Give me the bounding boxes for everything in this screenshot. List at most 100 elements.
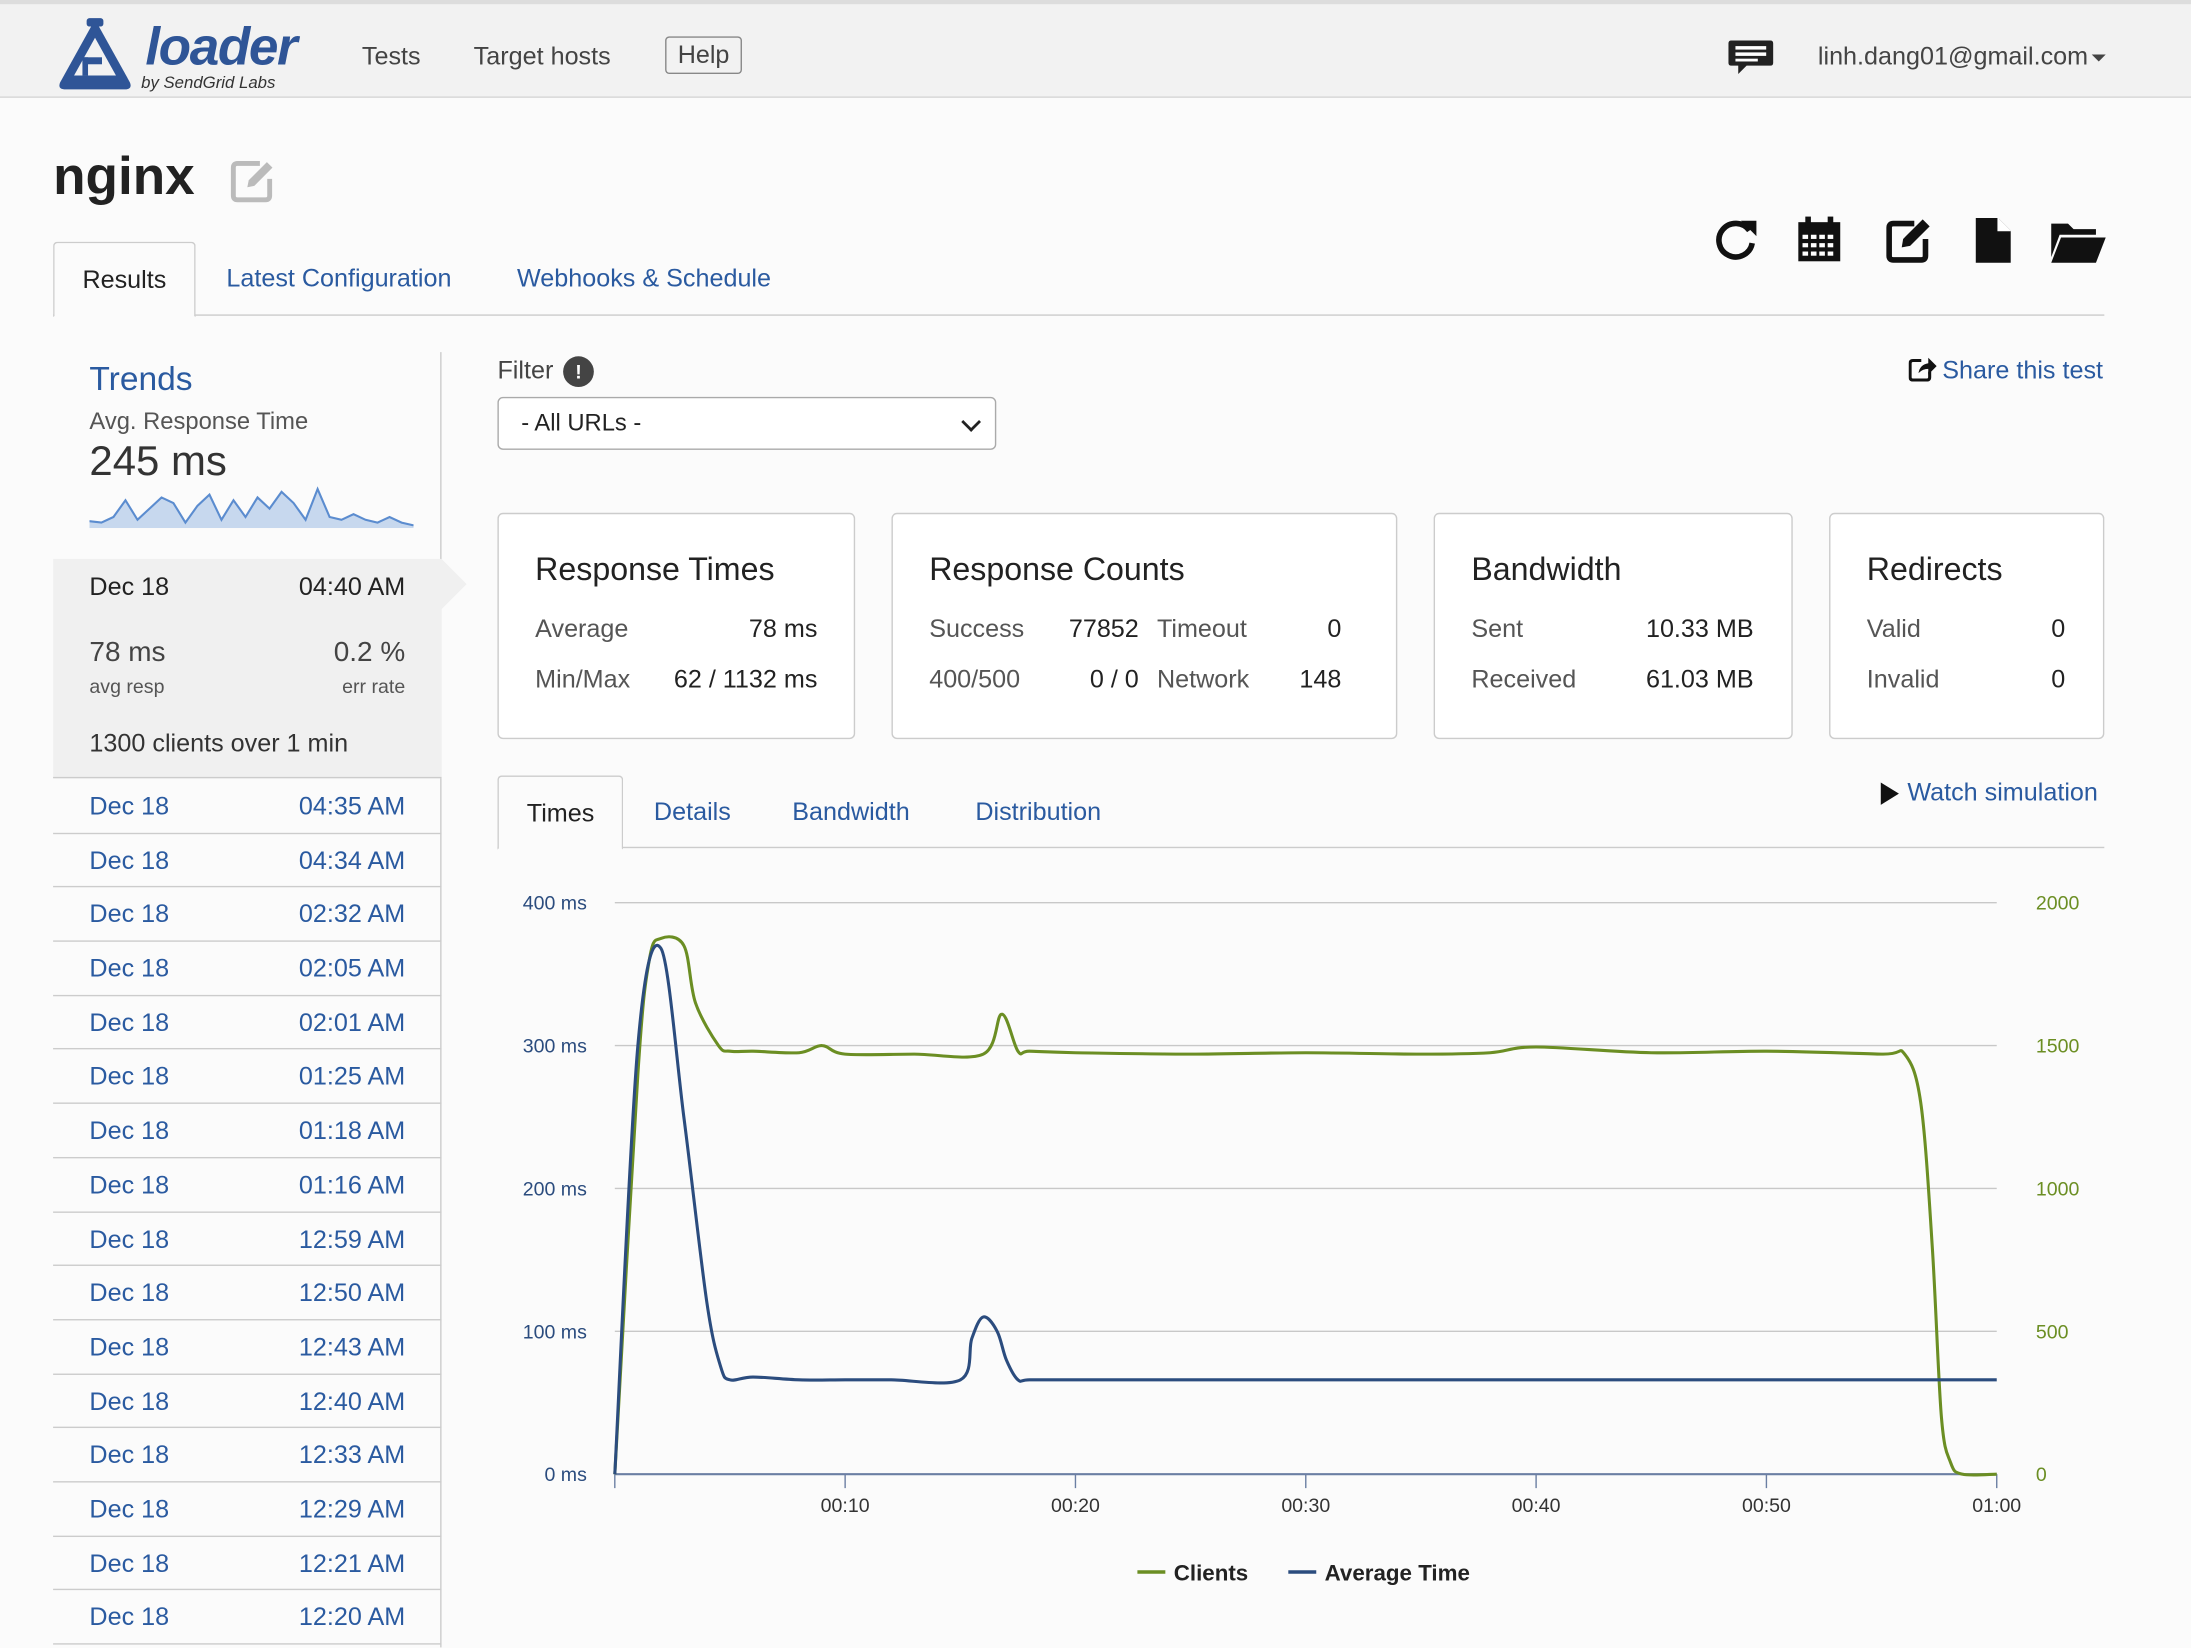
run-time: 04:35 AM bbox=[298, 792, 406, 821]
run-date: Dec 18 bbox=[89, 1278, 170, 1307]
y-left-tick-label: 400 ms bbox=[523, 893, 587, 915]
logo-word: loader bbox=[145, 18, 297, 77]
tab-latest-configuration[interactable]: Latest Configuration bbox=[226, 264, 452, 293]
received-value: 61.03 MB bbox=[1645, 665, 1754, 694]
run-time: 04:34 AM bbox=[298, 846, 406, 875]
run-list-item[interactable]: Dec 18 12:50 AM bbox=[53, 1266, 442, 1321]
run-list-item[interactable]: Dec 18 02:32 AM bbox=[53, 888, 442, 942]
run-date: Dec 18 bbox=[89, 1386, 170, 1415]
run-list-item[interactable]: Dec 18 12:20 AM bbox=[53, 1591, 442, 1645]
edit-title-icon[interactable] bbox=[229, 156, 277, 204]
run-list-item[interactable]: Dec 18 12:29 AM bbox=[53, 1482, 442, 1537]
success-label: Success bbox=[929, 614, 1025, 643]
user-menu[interactable]: linh.dang01@gmail.com bbox=[1818, 42, 2107, 71]
run-list-item[interactable]: Dec 18 12:33 AM bbox=[53, 1428, 442, 1483]
bandwidth-title: Bandwidth bbox=[1471, 550, 1622, 587]
series-line-clients bbox=[613, 935, 1997, 1477]
current-run-time: 04:40 AM bbox=[298, 572, 406, 601]
nav-tests[interactable]: Tests bbox=[361, 41, 421, 70]
run-time: 12:20 AM bbox=[298, 1603, 406, 1632]
nav-target-hosts[interactable]: Target hosts bbox=[473, 41, 611, 70]
tab-details[interactable]: Details bbox=[653, 797, 731, 826]
play-icon bbox=[1880, 782, 1899, 806]
series-line-average-time bbox=[613, 943, 1997, 1475]
run-time: 12:43 AM bbox=[298, 1332, 406, 1361]
x-tick-label: 00:20 bbox=[1051, 1495, 1100, 1517]
info-icon[interactable]: ! bbox=[563, 356, 594, 388]
calendar-icon[interactable] bbox=[1794, 215, 1844, 265]
run-list-item[interactable]: Dec 18 04:35 AM bbox=[53, 780, 442, 834]
current-run-err: 0.2 % bbox=[333, 637, 406, 668]
current-run-avg: 78 ms bbox=[89, 637, 166, 668]
current-run-avg-label: avg resp bbox=[89, 674, 165, 698]
tab-times[interactable]: Times bbox=[497, 775, 624, 850]
y-left-tick-label: 300 ms bbox=[523, 1036, 587, 1058]
run-date: Dec 18 bbox=[89, 1440, 170, 1469]
legend-label[interactable]: Average Time bbox=[1325, 1560, 1470, 1585]
chart-tabs: Times Details Bandwidth Distribution bbox=[497, 775, 2105, 850]
run-time: 01:25 AM bbox=[298, 1062, 406, 1091]
run-time: 12:59 AM bbox=[298, 1224, 406, 1253]
loader-logo[interactable]: loader by SendGrid Labs bbox=[53, 15, 305, 93]
run-date: Dec 18 bbox=[89, 792, 170, 821]
run-list-item[interactable]: Dec 18 12:59 AM bbox=[53, 1212, 442, 1267]
current-run: Dec 18 04:40 AM 78 ms avg resp 0.2 % err… bbox=[53, 558, 467, 779]
run-list-item[interactable]: Dec 18 01:18 AM bbox=[53, 1104, 442, 1159]
run-date: Dec 18 bbox=[89, 846, 170, 875]
run-list: Dec 18 04:35 AM Dec 18 04:34 AM Dec 18 02:32 … bbox=[53, 780, 442, 1645]
run-list-item[interactable]: Dec 18 01:16 AM bbox=[53, 1158, 442, 1213]
network-value: 148 bbox=[1299, 665, 1342, 694]
run-time: 02:01 AM bbox=[298, 1008, 406, 1037]
timeout-label: Timeout bbox=[1156, 614, 1247, 643]
file-icon[interactable] bbox=[1967, 215, 2017, 265]
bandwidth-panel: Bandwidth Sent 10.33 MB Received 61.03 M… bbox=[1433, 512, 1793, 740]
run-list-item[interactable]: Dec 18 01:25 AM bbox=[53, 1050, 442, 1105]
response-times-title: Response Times bbox=[535, 550, 775, 587]
run-list-item[interactable]: Dec 18 02:05 AM bbox=[53, 942, 442, 996]
run-date: Dec 18 bbox=[89, 900, 170, 929]
main-tabs: Results Latest Configuration Webhooks & … bbox=[53, 241, 2105, 318]
legend-label[interactable]: Clients bbox=[1174, 1560, 1249, 1585]
minmax-label: Min/Max bbox=[535, 665, 631, 694]
tab-webhooks-schedule[interactable]: Webhooks & Schedule bbox=[517, 264, 772, 293]
tab-results[interactable]: Results bbox=[53, 241, 196, 318]
refresh-icon[interactable] bbox=[1710, 215, 1760, 265]
url-filter-select[interactable]: - All URLs - bbox=[497, 396, 997, 450]
folder-open-icon[interactable] bbox=[2048, 215, 2107, 265]
run-list-item[interactable]: Dec 18 02:01 AM bbox=[53, 996, 442, 1050]
run-time: 02:32 AM bbox=[298, 900, 406, 929]
run-list-item[interactable]: Dec 18 12:43 AM bbox=[53, 1320, 442, 1375]
run-time: 12:50 AM bbox=[298, 1278, 406, 1307]
url-filter-value: - All URLs - bbox=[521, 409, 642, 436]
run-list-item[interactable]: Dec 18 12:21 AM bbox=[53, 1537, 442, 1591]
y-left-tick-label: 100 ms bbox=[523, 1321, 587, 1343]
response-times-panel: Response Times Average 78 ms Min/Max 62 … bbox=[497, 512, 856, 740]
caret-down-icon bbox=[2092, 54, 2107, 62]
logo-mark-icon bbox=[59, 18, 131, 90]
run-list-item[interactable]: Dec 18 04:34 AM bbox=[53, 834, 442, 888]
share-test-link[interactable]: Share this test bbox=[1908, 356, 2103, 385]
y-right-tick-label: 0 bbox=[2036, 1464, 2047, 1486]
nav-help-button[interactable]: Help bbox=[665, 36, 743, 75]
y-right-tick-label: 2000 bbox=[2036, 893, 2080, 915]
redirects-title: Redirects bbox=[1866, 550, 2003, 587]
chat-icon[interactable] bbox=[1727, 38, 1775, 77]
run-date: Dec 18 bbox=[89, 1116, 170, 1145]
watch-simulation-link[interactable]: Watch simulation bbox=[1880, 778, 2098, 807]
x-tick-label: 00:30 bbox=[1281, 1495, 1330, 1517]
y-right-tick-label: 1500 bbox=[2036, 1036, 2080, 1058]
tab-distribution[interactable]: Distribution bbox=[975, 797, 1102, 826]
average-label: Average bbox=[535, 614, 629, 643]
edit-icon[interactable] bbox=[1884, 215, 1934, 265]
trends-metric: Avg. Response Time bbox=[89, 408, 309, 435]
current-run-date: Dec 18 bbox=[89, 572, 170, 601]
filter-label-text: Filter bbox=[497, 356, 554, 385]
tab-bandwidth[interactable]: Bandwidth bbox=[792, 797, 910, 826]
trends-title[interactable]: Trends bbox=[89, 360, 193, 399]
run-time: 01:18 AM bbox=[298, 1116, 406, 1145]
share-icon bbox=[1908, 357, 1937, 382]
run-date: Dec 18 bbox=[89, 1603, 170, 1632]
run-time: 12:40 AM bbox=[298, 1386, 406, 1415]
average-value: 78 ms bbox=[748, 614, 818, 643]
run-list-item[interactable]: Dec 18 12:40 AM bbox=[53, 1374, 442, 1429]
